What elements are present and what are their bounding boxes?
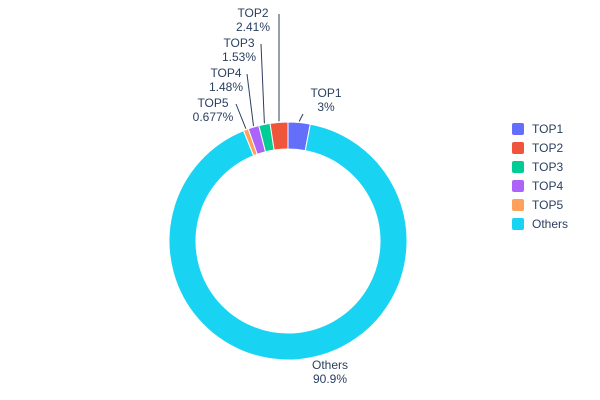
legend-swatch [512, 160, 524, 173]
legend-item-top1[interactable]: TOP1 [512, 119, 568, 138]
legend: TOP1 TOP2 TOP3 TOP4 TOP5 Others [512, 119, 568, 233]
legend-item-top5[interactable]: TOP5 [512, 195, 568, 214]
legend-item-top2[interactable]: TOP2 [512, 138, 568, 157]
legend-label: TOP3 [532, 159, 564, 174]
leader-line-top4 [246, 73, 254, 127]
slice-others[interactable] [168, 123, 408, 361]
legend-swatch [512, 179, 524, 192]
legend-label: TOP5 [532, 197, 564, 212]
leader-line-top1 [298, 113, 304, 122]
legend-item-others[interactable]: Others [512, 214, 568, 233]
legend-swatch [512, 122, 524, 135]
legend-item-top4[interactable]: TOP4 [512, 176, 568, 195]
legend-label: TOP1 [532, 121, 564, 136]
legend-swatch [512, 141, 524, 154]
legend-label: Others [532, 216, 569, 231]
legend-swatch [512, 217, 524, 230]
leader-line-top5 [235, 103, 247, 129]
legend-label: TOP4 [532, 178, 564, 193]
legend-label: TOP2 [532, 140, 564, 155]
slice-top2[interactable] [269, 121, 289, 151]
legend-item-top3[interactable]: TOP3 [512, 157, 568, 176]
leader-line-top3 [260, 43, 265, 124]
legend-swatch [512, 198, 524, 211]
